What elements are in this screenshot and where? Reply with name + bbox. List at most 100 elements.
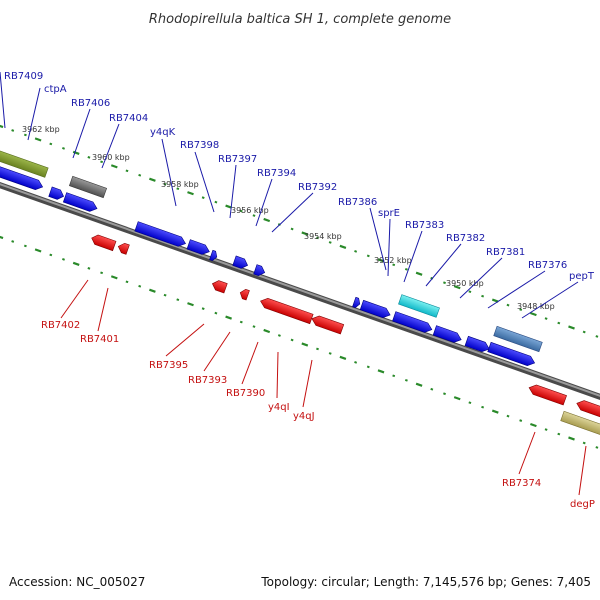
tick-mark-bottom (316, 347, 319, 351)
top-leader-line (369, 207, 387, 271)
tick-mark-top (225, 204, 232, 209)
tick-mark-top (214, 200, 218, 204)
top-leader-line (101, 123, 120, 169)
bottom-gene-label: RB7374 (502, 478, 541, 489)
bottom-leader-line (165, 323, 205, 357)
tick-mark-bottom (214, 311, 218, 315)
gene-RB7383 (398, 294, 440, 318)
gene-RB7398 (134, 221, 186, 247)
tick-mark-bottom (544, 428, 548, 431)
top-leader-line (255, 178, 273, 227)
top-leader-line (521, 281, 579, 319)
gene-RB7376b (464, 335, 490, 353)
gene-degP (576, 400, 600, 418)
tick-mark-bottom (506, 414, 510, 418)
top-leader-line (161, 138, 177, 207)
tick-mark-bottom (49, 253, 53, 257)
top-gene-label: ctpA (44, 84, 67, 95)
tick-mark-top (339, 244, 347, 250)
top-leader-line (425, 243, 462, 287)
gene-y4qK (62, 192, 98, 212)
tick-mark-top (125, 169, 129, 173)
tick-mark-top (110, 164, 118, 169)
bottom-gene-label: RB7390 (226, 388, 265, 399)
tick-mark-top (443, 281, 446, 285)
gene-RB7381 (432, 325, 462, 343)
tick-mark-top (557, 321, 561, 325)
tick-mark-top (354, 250, 358, 253)
tick-mark-bottom (125, 280, 129, 284)
bottom-gene-label: y4qJ (293, 411, 315, 422)
tick-mark-top (239, 209, 243, 213)
bottom-leader-line (97, 287, 109, 332)
bottom-gene-label: RB7402 (41, 320, 80, 331)
top-gene-label: pepT (569, 271, 595, 282)
tick-mark-bottom (11, 240, 15, 243)
tick-mark-top (506, 303, 510, 307)
tick-mark-bottom (354, 361, 358, 364)
bottom-leader-line (518, 431, 536, 475)
bottom-gene-label: RB7395 (149, 360, 188, 371)
tick-mark-bottom (530, 422, 537, 428)
tick-mark-top (453, 285, 461, 290)
tick-mark-bottom (468, 401, 472, 405)
tick-mark-bottom (290, 338, 294, 342)
bottom-gene-label: RB7393 (188, 375, 227, 386)
tick-mark-top (263, 217, 271, 223)
gene-pepT (487, 341, 536, 367)
axis-label: 3956 kbp (231, 206, 269, 215)
tick-mark-bottom (519, 419, 523, 422)
bottom-leader-line (276, 351, 279, 399)
bottom-leader-line (203, 331, 231, 372)
tick-mark-bottom (443, 392, 446, 396)
tick-mark-top (252, 214, 256, 217)
top-leader-line (27, 87, 41, 141)
bottom-gene-label: degP (570, 499, 595, 510)
tick-mark-top (100, 160, 104, 164)
tick-mark-top (301, 231, 309, 236)
tick-mark-top (366, 254, 370, 258)
tick-mark-bottom (34, 248, 42, 253)
gene-ctpA (68, 175, 108, 199)
tick-mark-bottom (339, 355, 347, 361)
tick-mark-bottom (110, 275, 118, 280)
axis-label: 3952 kbp (374, 256, 412, 265)
tick-mark-bottom (301, 342, 309, 347)
tick-mark-top (468, 290, 472, 294)
gene-RB7382 (392, 311, 433, 333)
tick-mark-bottom (430, 387, 434, 391)
label-leader-lines (0, 71, 587, 496)
top-leader-line (0, 71, 6, 129)
gene-RB7394 (209, 249, 218, 262)
tick-mark-top (290, 227, 294, 231)
top-gene-label: RB7386 (338, 197, 377, 208)
tick-mark-bottom (239, 320, 243, 324)
top-leader-line (459, 257, 503, 299)
tick-mark-top (0, 124, 4, 129)
tick-track-top (0, 124, 599, 338)
tick-mark-bottom (23, 244, 27, 248)
gene-sprE (359, 299, 391, 319)
tick-mark-top (481, 294, 485, 298)
tick-mark-bottom (62, 258, 65, 261)
tick-mark-top (72, 150, 80, 155)
tick-mark-bottom (328, 352, 332, 355)
tick-mark-top (544, 317, 548, 320)
gene-RB7386 (352, 296, 361, 309)
tick-mark-bottom (415, 382, 423, 387)
tick-mark-bottom (201, 307, 205, 310)
bottom-gene-label: RB7401 (80, 334, 119, 345)
tick-mark-top (138, 173, 142, 177)
top-gene-label: RB7398 (180, 140, 219, 151)
tick-mark-top (582, 330, 586, 334)
axis-labels: 3962 kbp 3960 kbp 3958 kbp 3956 kbp 3954 kbp… (22, 125, 555, 311)
tick-mark-top (187, 191, 194, 196)
top-gene-label: RB7394 (257, 168, 296, 179)
tick-mark-top (34, 137, 42, 142)
gene-degP-khaki (560, 410, 600, 438)
tick-mark-bottom (595, 446, 599, 449)
tick-mark-bottom (568, 436, 575, 441)
gene-y4qI (311, 315, 345, 335)
tick-mark-bottom (392, 374, 396, 378)
bottom-leader-line (241, 341, 259, 385)
